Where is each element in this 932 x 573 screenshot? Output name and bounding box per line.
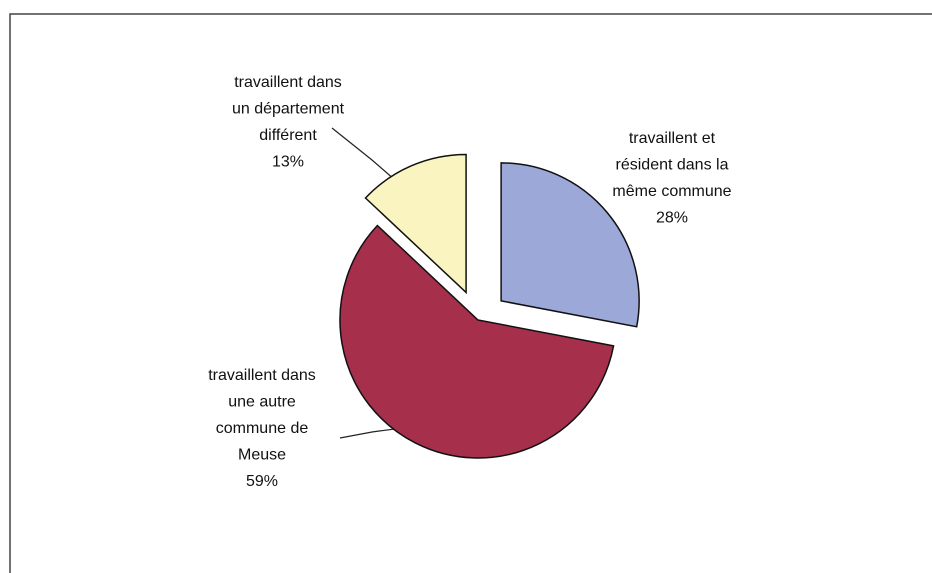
pie-slice: [364, 153, 467, 295]
value-label: 59%: [246, 473, 278, 490]
slice-label: travaillent et résident dans la même commu…: [612, 130, 731, 200]
value-label: 28%: [656, 210, 688, 227]
frame: [9, 13, 932, 573]
pie-slice: [339, 224, 615, 459]
slice-label: travaillent dans un département différent: [232, 74, 345, 144]
leader-line: [339, 427, 403, 439]
slice-label: travaillent dans une autre commune de Meuse: [208, 367, 316, 464]
pie-slice: [500, 162, 640, 328]
value-label: 13%: [272, 154, 304, 171]
